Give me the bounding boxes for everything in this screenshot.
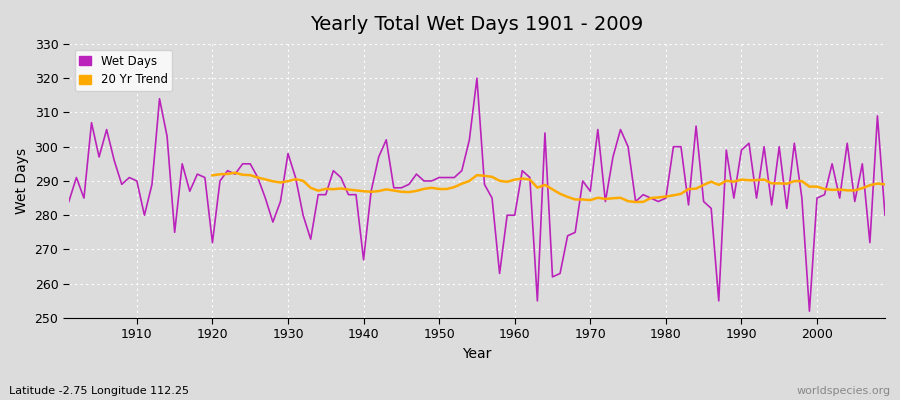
- 20 Yr Trend: [796, 179, 807, 184]
- 20 Yr Trend: [418, 186, 429, 191]
- Wet Days: [472, 76, 482, 80]
- Wet Days: [63, 199, 74, 204]
- 20 Yr Trend: [781, 181, 792, 186]
- Wet Days: [290, 175, 301, 180]
- 20 Yr Trend: [207, 173, 218, 178]
- Wet Days: [336, 175, 346, 180]
- X-axis label: Year: Year: [463, 347, 491, 361]
- Wet Days: [804, 309, 814, 314]
- Line: Wet Days: Wet Days: [68, 78, 885, 311]
- 20 Yr Trend: [630, 200, 641, 204]
- Wet Days: [124, 175, 135, 180]
- Title: Yearly Total Wet Days 1901 - 2009: Yearly Total Wet Days 1901 - 2009: [310, 15, 644, 34]
- Line: 20 Yr Trend: 20 Yr Trend: [212, 173, 885, 202]
- Wet Days: [517, 168, 527, 173]
- Text: Latitude -2.75 Longitude 112.25: Latitude -2.75 Longitude 112.25: [9, 386, 189, 396]
- Text: worldspecies.org: worldspecies.org: [796, 386, 891, 396]
- Wet Days: [608, 154, 618, 159]
- 20 Yr Trend: [230, 170, 240, 175]
- 20 Yr Trend: [305, 186, 316, 190]
- Y-axis label: Wet Days: Wet Days: [15, 148, 29, 214]
- Legend: Wet Days, 20 Yr Trend: Wet Days, 20 Yr Trend: [75, 50, 173, 91]
- Wet Days: [879, 213, 890, 218]
- 20 Yr Trend: [865, 183, 876, 188]
- 20 Yr Trend: [879, 182, 890, 187]
- Wet Days: [509, 213, 520, 218]
- 20 Yr Trend: [690, 186, 701, 191]
